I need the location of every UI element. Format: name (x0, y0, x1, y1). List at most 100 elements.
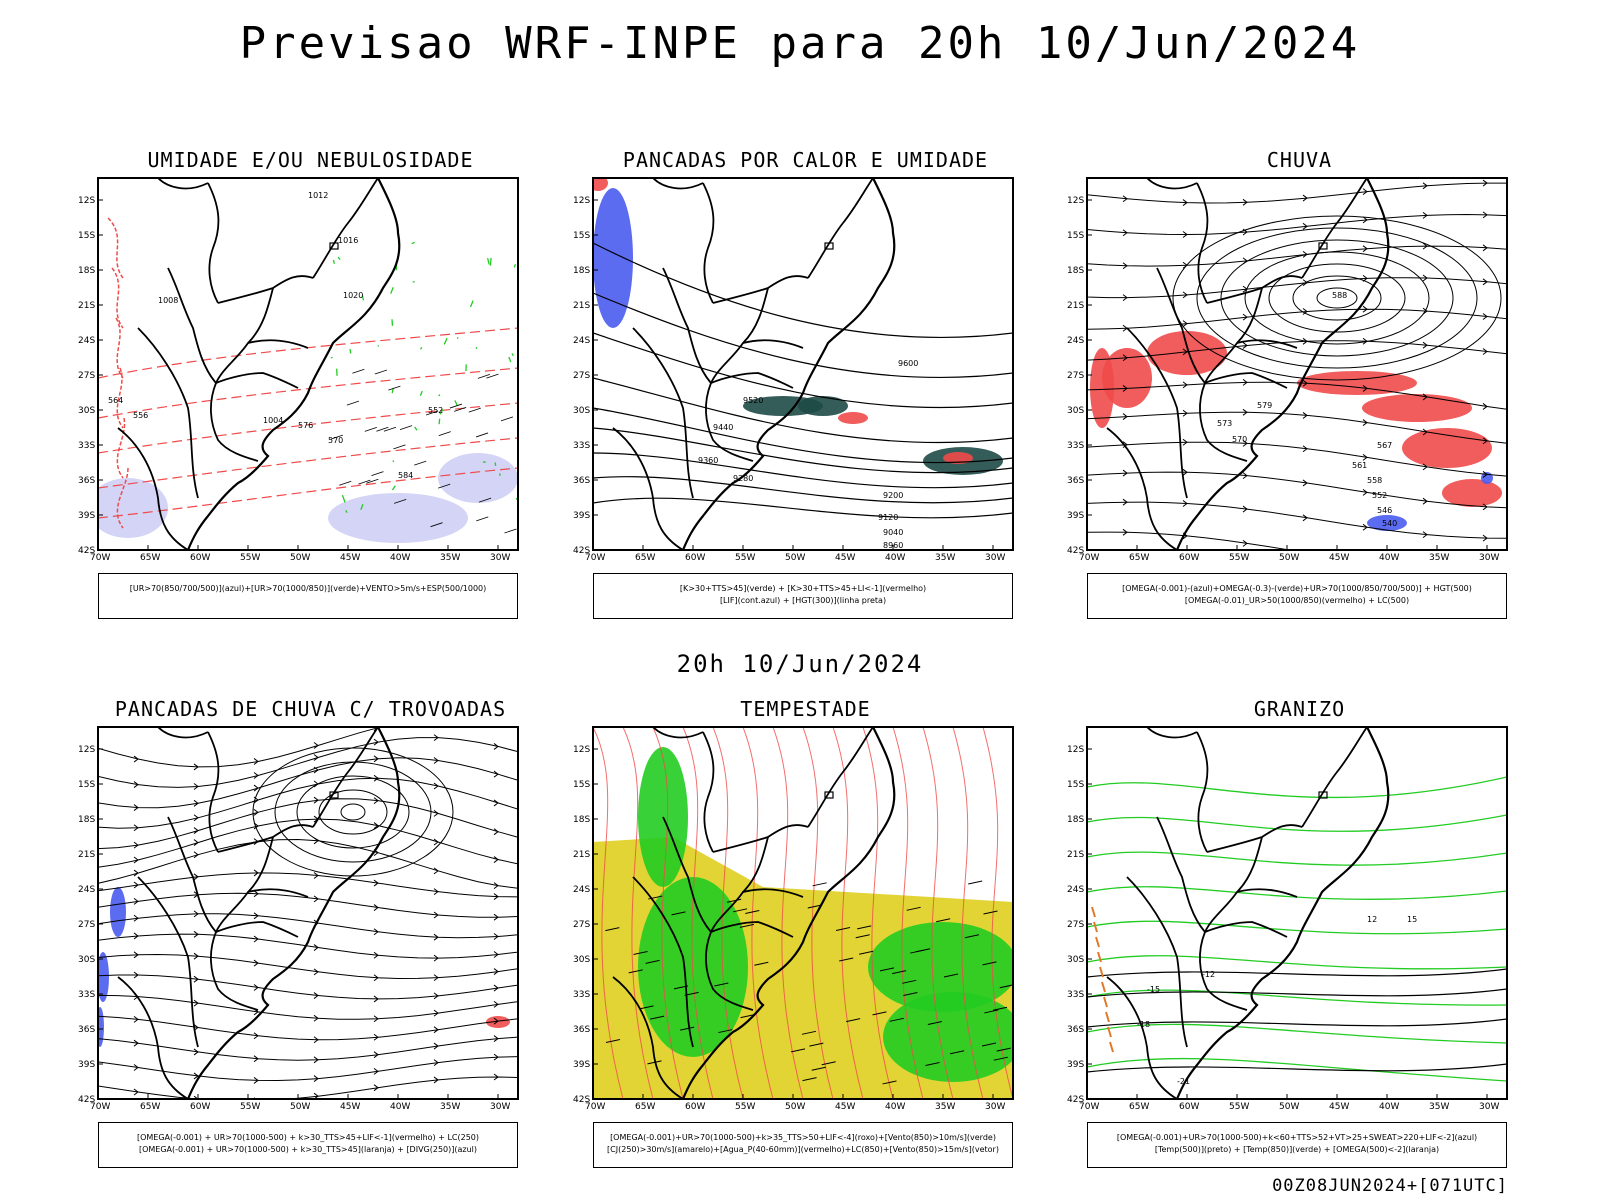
latitude-label: 27S (573, 371, 590, 381)
latitude-label: 39S (1067, 511, 1084, 521)
longitude-label: 30W (490, 553, 510, 563)
map-pancadas-trovoadas: 12S 15S 18S 21S 24S 27S 30S 33S 36S 39S 42S 70W 65W 6… (98, 727, 518, 1099)
latitude-label: 27S (1067, 371, 1084, 381)
longitude-label: 35W (935, 553, 955, 563)
map-tempestade: 12S 15S 18S 21S 24S 27S 30S 33S 36S 39S 42S 70W 65W 6… (593, 727, 1013, 1099)
contour-label: 15 (1407, 915, 1417, 924)
latitude-label: 30S (78, 955, 95, 965)
latitude-label: 21S (78, 301, 95, 311)
omega-area (1104, 997, 1107, 1007)
state-border (1157, 817, 1205, 932)
legend-box: [OMEGA(-0.001)-(azul)+OMEGA(-0.3)-(verde… (1087, 573, 1507, 619)
longitude-label: 45W (1329, 553, 1349, 563)
height-contour (593, 477, 1013, 503)
longitude-label: 55W (240, 1102, 260, 1112)
humidity-low-level-patch (412, 242, 415, 243)
latitude-label: 39S (78, 1060, 95, 1070)
strong-convection-area (838, 412, 868, 424)
valid-time-subtitle: 20h 10/Jun/2024 (0, 650, 1600, 678)
latitude-label: 33S (1067, 441, 1084, 451)
temperature-850-contour (1087, 852, 1507, 865)
weather-map: 12S 15S 18S 21S 24S 27S 30S 33S 36S 39S 42S70W 65W 6… (593, 727, 1013, 1099)
flow-arrow (434, 839, 438, 845)
state-border (168, 268, 216, 383)
legend-line: [OMEGA(-0.001)-(azul)+OMEGA(-0.3)-(verde… (1088, 583, 1506, 595)
longitude-label: 45W (340, 553, 360, 563)
contour-label: 546 (1377, 506, 1392, 515)
state-border (653, 178, 703, 188)
wind-vector (352, 369, 364, 373)
humidity-low-level-patch (439, 419, 440, 424)
panel-title: TEMPESTADE (593, 697, 1018, 721)
omega-area (1092, 907, 1095, 917)
longitude-label: 70W (585, 1102, 605, 1112)
wind-vector (365, 427, 377, 431)
state-border (118, 977, 188, 1099)
contour-label: 570 (328, 436, 343, 445)
longitude-label: 55W (735, 553, 755, 563)
flow-arrow (1423, 564, 1427, 570)
state-border (138, 877, 198, 1047)
humidity-low-level-patch (509, 357, 511, 362)
map-layers: 588579573570567561558552546540 (1087, 178, 1507, 571)
latitude-label: 21S (573, 301, 590, 311)
latitude-label: 30S (78, 406, 95, 416)
latitude-label: 12S (1067, 745, 1084, 755)
longitude-label: 70W (90, 553, 110, 563)
model-run-label: 00Z08JUN2024+[071UTC] (1272, 1176, 1508, 1196)
longitude-label: 65W (140, 553, 160, 563)
temperature-850-contour (1087, 815, 1507, 831)
latitude-label: 36S (78, 1025, 95, 1035)
map-layers: -12-15-18-2112 15 (1087, 727, 1507, 1099)
state-border (711, 373, 793, 388)
streamline (1087, 309, 1507, 329)
wind-vector (968, 881, 982, 884)
contour-label: 9040 (883, 528, 903, 537)
longitude-label: 30W (1479, 1102, 1499, 1112)
streamline (98, 995, 518, 1019)
longitude-label: 60W (685, 1102, 705, 1112)
state-border (216, 922, 298, 937)
humidity-low-level-patch (490, 258, 491, 266)
map-pancadas-calor: 96009520944093609280920091209040896012S1… (593, 178, 1013, 550)
humidity-low-level-patch (455, 400, 458, 405)
contour-label: 9200 (883, 491, 903, 500)
latitude-label: 15S (1067, 780, 1084, 790)
latitude-label: 21S (1067, 301, 1084, 311)
longitude-label: 35W (1429, 553, 1449, 563)
latitude-label: 33S (573, 441, 590, 451)
latitude-label: 15S (573, 780, 590, 790)
flow-arrow (434, 868, 438, 874)
longitude-label: 60W (1179, 1102, 1199, 1112)
longitude-label: 55W (735, 1102, 755, 1112)
longitude-label: 50W (290, 1102, 310, 1112)
latitude-label: 15S (78, 780, 95, 790)
latitude-label: 24S (573, 885, 590, 895)
state-border (743, 340, 803, 348)
streamline (98, 799, 518, 849)
longitude-label: 55W (1229, 553, 1249, 563)
height-contour (593, 333, 1013, 408)
latitude-label: 24S (573, 336, 590, 346)
circulation-contour (341, 804, 365, 820)
humidity-low-level-patch (476, 347, 477, 348)
humidity-low-level-patch (512, 353, 513, 355)
legend-line: [OMEGA(-0.001) + UR>70(1000-500) + k>30_… (99, 1144, 517, 1156)
longitude-label: 35W (440, 1102, 460, 1112)
contour-label: 573 (1217, 419, 1232, 428)
longitude-label: 45W (340, 1102, 360, 1112)
coastline (188, 727, 399, 1099)
humidity-low-level-patch (342, 495, 345, 502)
wind-vector (469, 408, 481, 412)
legend-box: [UR>70(850/700/500)](azul)+[UR>70(1000/8… (98, 573, 518, 619)
longitude-label: 60W (190, 553, 210, 563)
latitude-label: 30S (1067, 955, 1084, 965)
longitude-label: 60W (190, 1102, 210, 1112)
precipitation-area (1297, 371, 1417, 395)
longitude-label: 40W (1379, 1102, 1399, 1112)
longitude-label: 70W (1079, 553, 1099, 563)
state-border (703, 732, 713, 852)
precipitation-area (1442, 479, 1502, 507)
latitude-label: 12S (78, 196, 95, 206)
longitude-label: 45W (1329, 1102, 1349, 1112)
